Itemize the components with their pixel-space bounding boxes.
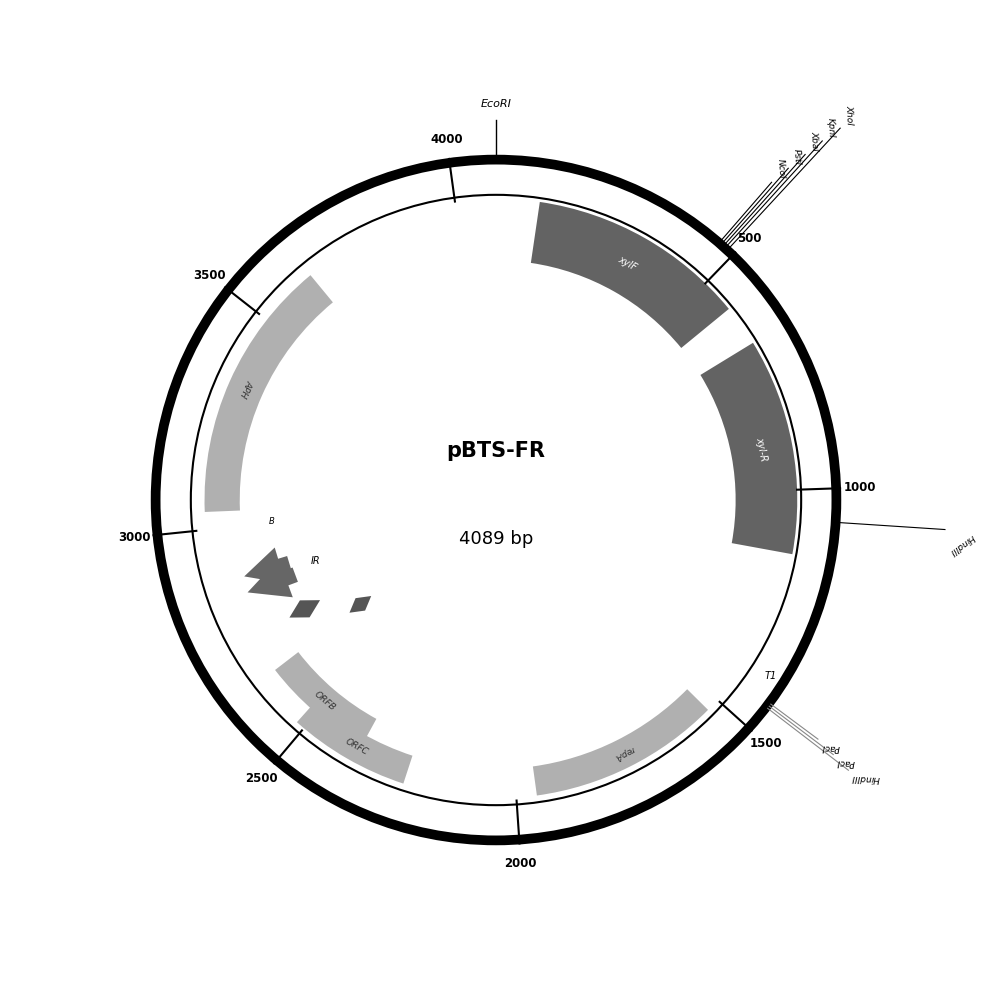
Text: 1000: 1000 <box>843 481 876 494</box>
Polygon shape <box>349 596 371 613</box>
Text: repA: repA <box>612 744 636 762</box>
Text: KpnI: KpnI <box>826 118 836 138</box>
Text: PstI: PstI <box>793 149 803 165</box>
Polygon shape <box>244 548 292 583</box>
Text: ORFC: ORFC <box>343 737 369 757</box>
Text: 4089 bp: 4089 bp <box>459 530 533 548</box>
Text: APH: APH <box>238 378 254 399</box>
Text: 500: 500 <box>737 232 761 245</box>
Text: HindIII: HindIII <box>851 773 880 783</box>
Text: 1500: 1500 <box>750 737 783 750</box>
Text: NcoI: NcoI <box>776 159 786 179</box>
Bar <box>662 369 687 390</box>
Text: 2500: 2500 <box>245 772 278 785</box>
Text: PacI: PacI <box>820 742 839 752</box>
Text: pBTS-FR: pBTS-FR <box>446 441 546 461</box>
Wedge shape <box>275 652 376 745</box>
Text: EcoRI: EcoRI <box>480 99 512 109</box>
Bar <box>639 339 664 363</box>
Wedge shape <box>297 700 413 784</box>
Text: PacI: PacI <box>836 757 855 767</box>
Text: B: B <box>269 517 275 526</box>
Text: XhoI: XhoI <box>844 105 854 125</box>
Text: XbaI: XbaI <box>809 131 819 152</box>
Wedge shape <box>700 343 798 554</box>
Text: HindIII: HindIII <box>948 532 976 557</box>
Bar <box>699 628 751 665</box>
Polygon shape <box>248 559 298 597</box>
Circle shape <box>160 164 832 836</box>
Polygon shape <box>290 600 320 618</box>
Text: xylF: xylF <box>616 254 639 273</box>
Bar <box>198 520 252 531</box>
Wedge shape <box>204 275 333 512</box>
Wedge shape <box>531 202 729 348</box>
Text: IR: IR <box>310 556 320 566</box>
Text: 4000: 4000 <box>431 133 462 146</box>
Text: 2000: 2000 <box>505 857 537 870</box>
Text: xyl-R: xyl-R <box>755 437 769 462</box>
Wedge shape <box>533 689 708 796</box>
Text: 3000: 3000 <box>118 531 151 544</box>
Bar <box>668 386 703 409</box>
Text: T1: T1 <box>764 671 777 681</box>
Text: 3500: 3500 <box>193 269 226 282</box>
Bar <box>649 352 678 377</box>
Text: ORFB: ORFB <box>312 689 336 712</box>
